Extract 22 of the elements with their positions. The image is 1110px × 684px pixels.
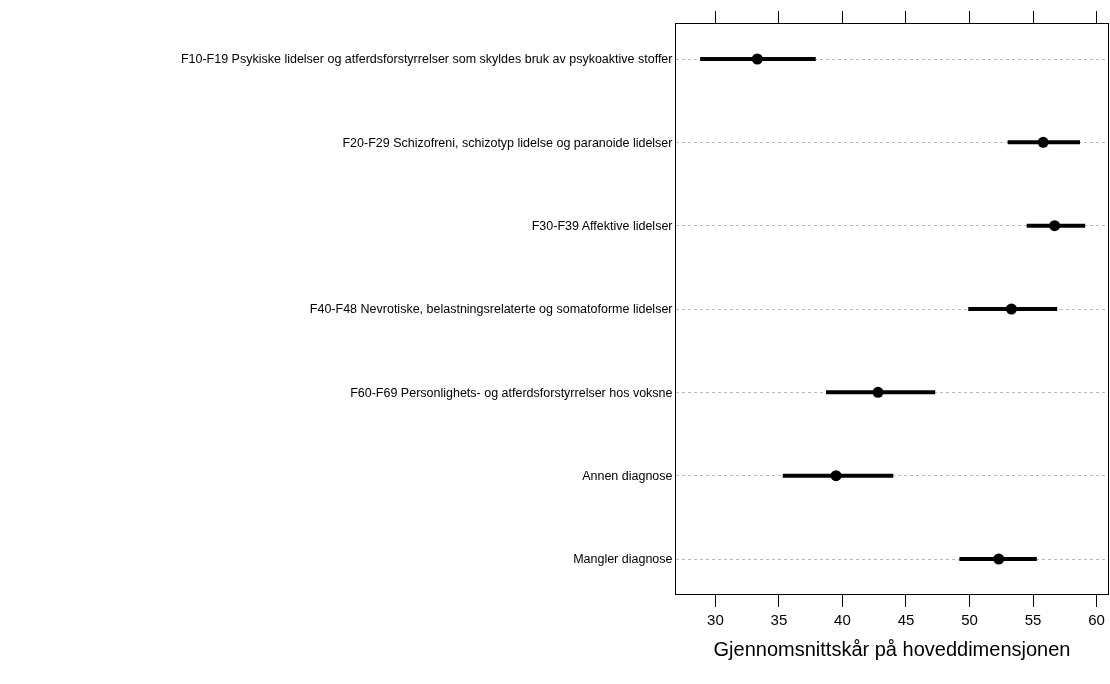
x-tick-label: 35 — [770, 611, 788, 628]
point — [993, 553, 1005, 565]
y-tick-label: Mangler diagnose — [573, 552, 673, 567]
y-tick-label: F40-F48 Nevrotiske, belastningsrelaterte og somatoforme lidelser — [309, 302, 673, 317]
x-axis-title: Gjennomsnittskår på hoveddimensjonen — [713, 637, 1071, 660]
x-tick-label: 60 — [1088, 611, 1105, 628]
point — [1005, 303, 1017, 315]
point — [1037, 136, 1049, 148]
point — [751, 53, 763, 65]
y-tick-label: Annen diagnose — [582, 469, 673, 484]
point — [872, 386, 884, 398]
y-tick-label: F10-F19 Psykiske lidelser og atferdsforstyrrelser som skyldes bruk av psykoaktive stoffer — [180, 52, 673, 67]
x-tick-label: 55 — [1024, 611, 1042, 628]
point — [1049, 220, 1061, 232]
y-tick-label: F30-F39 Affektive lidelser — [531, 219, 673, 234]
y-tick-label: F20-F29 Schizofreni, schizotyp lidelse og paranoide lidelser — [342, 135, 673, 150]
x-tick-label: 40 — [834, 611, 851, 628]
x-tick-label: 45 — [897, 611, 915, 628]
x-tick-label: 50 — [961, 611, 978, 628]
point — [830, 470, 842, 482]
y-tick-label: F60-F69 Personlighets- og atferdsforstyrrelser hos voksne — [350, 385, 673, 400]
x-tick-label: 30 — [707, 611, 724, 628]
